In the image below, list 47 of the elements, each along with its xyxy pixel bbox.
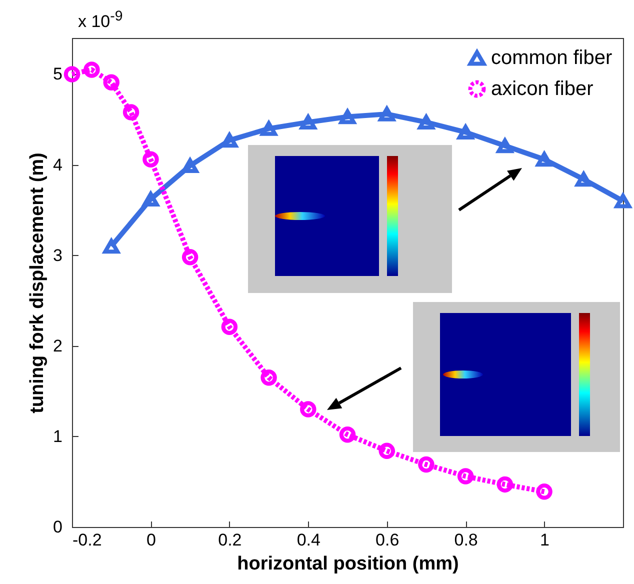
point [221, 133, 238, 148]
point [142, 151, 159, 168]
y-tick-label: 4 [53, 155, 62, 174]
point [496, 476, 514, 493]
point [84, 62, 100, 78]
point [182, 249, 198, 266]
point [103, 238, 120, 254]
point [536, 152, 552, 167]
x-tick-label: 1 [540, 530, 550, 550]
point [378, 106, 395, 122]
y-tick-label: 3 [53, 246, 62, 265]
x-tick-label: -0.2 [72, 530, 102, 550]
x-axis-title: horizontal position (mm) [237, 554, 459, 574]
legend-label: axicon fiber [491, 78, 594, 100]
point [378, 442, 395, 460]
y-tick-label: 5 [53, 64, 62, 84]
point [64, 66, 80, 82]
point [260, 121, 277, 136]
point [103, 74, 120, 90]
point [182, 158, 198, 173]
point [614, 194, 632, 208]
y-tick-label: 0 [53, 518, 62, 536]
point [300, 401, 316, 418]
point [418, 114, 434, 130]
point [260, 369, 277, 386]
point [221, 318, 238, 335]
text: x 10$^{-9}$ [78, 8, 123, 31]
x-tick-label: 0.8 [454, 530, 478, 550]
point [300, 114, 316, 130]
point [457, 124, 474, 140]
point [418, 456, 434, 473]
y-tick-label: 2 [53, 336, 62, 356]
point [122, 104, 140, 120]
point [339, 109, 356, 124]
point [536, 484, 552, 500]
point [496, 138, 514, 154]
point [339, 426, 356, 443]
point [457, 468, 474, 484]
point [576, 172, 592, 187]
y-tick-label: 1 [53, 426, 62, 446]
x-tick-label: 0.6 [376, 530, 400, 550]
x-tick-label: 0.4 [296, 530, 320, 550]
point [142, 192, 159, 206]
legend-label: common fiber [491, 47, 612, 69]
x-tick-label: 0.2 [218, 530, 242, 550]
x-tick-label: 0 [146, 530, 156, 550]
y-axis-title: tuning fork displacement (m) [27, 152, 48, 414]
